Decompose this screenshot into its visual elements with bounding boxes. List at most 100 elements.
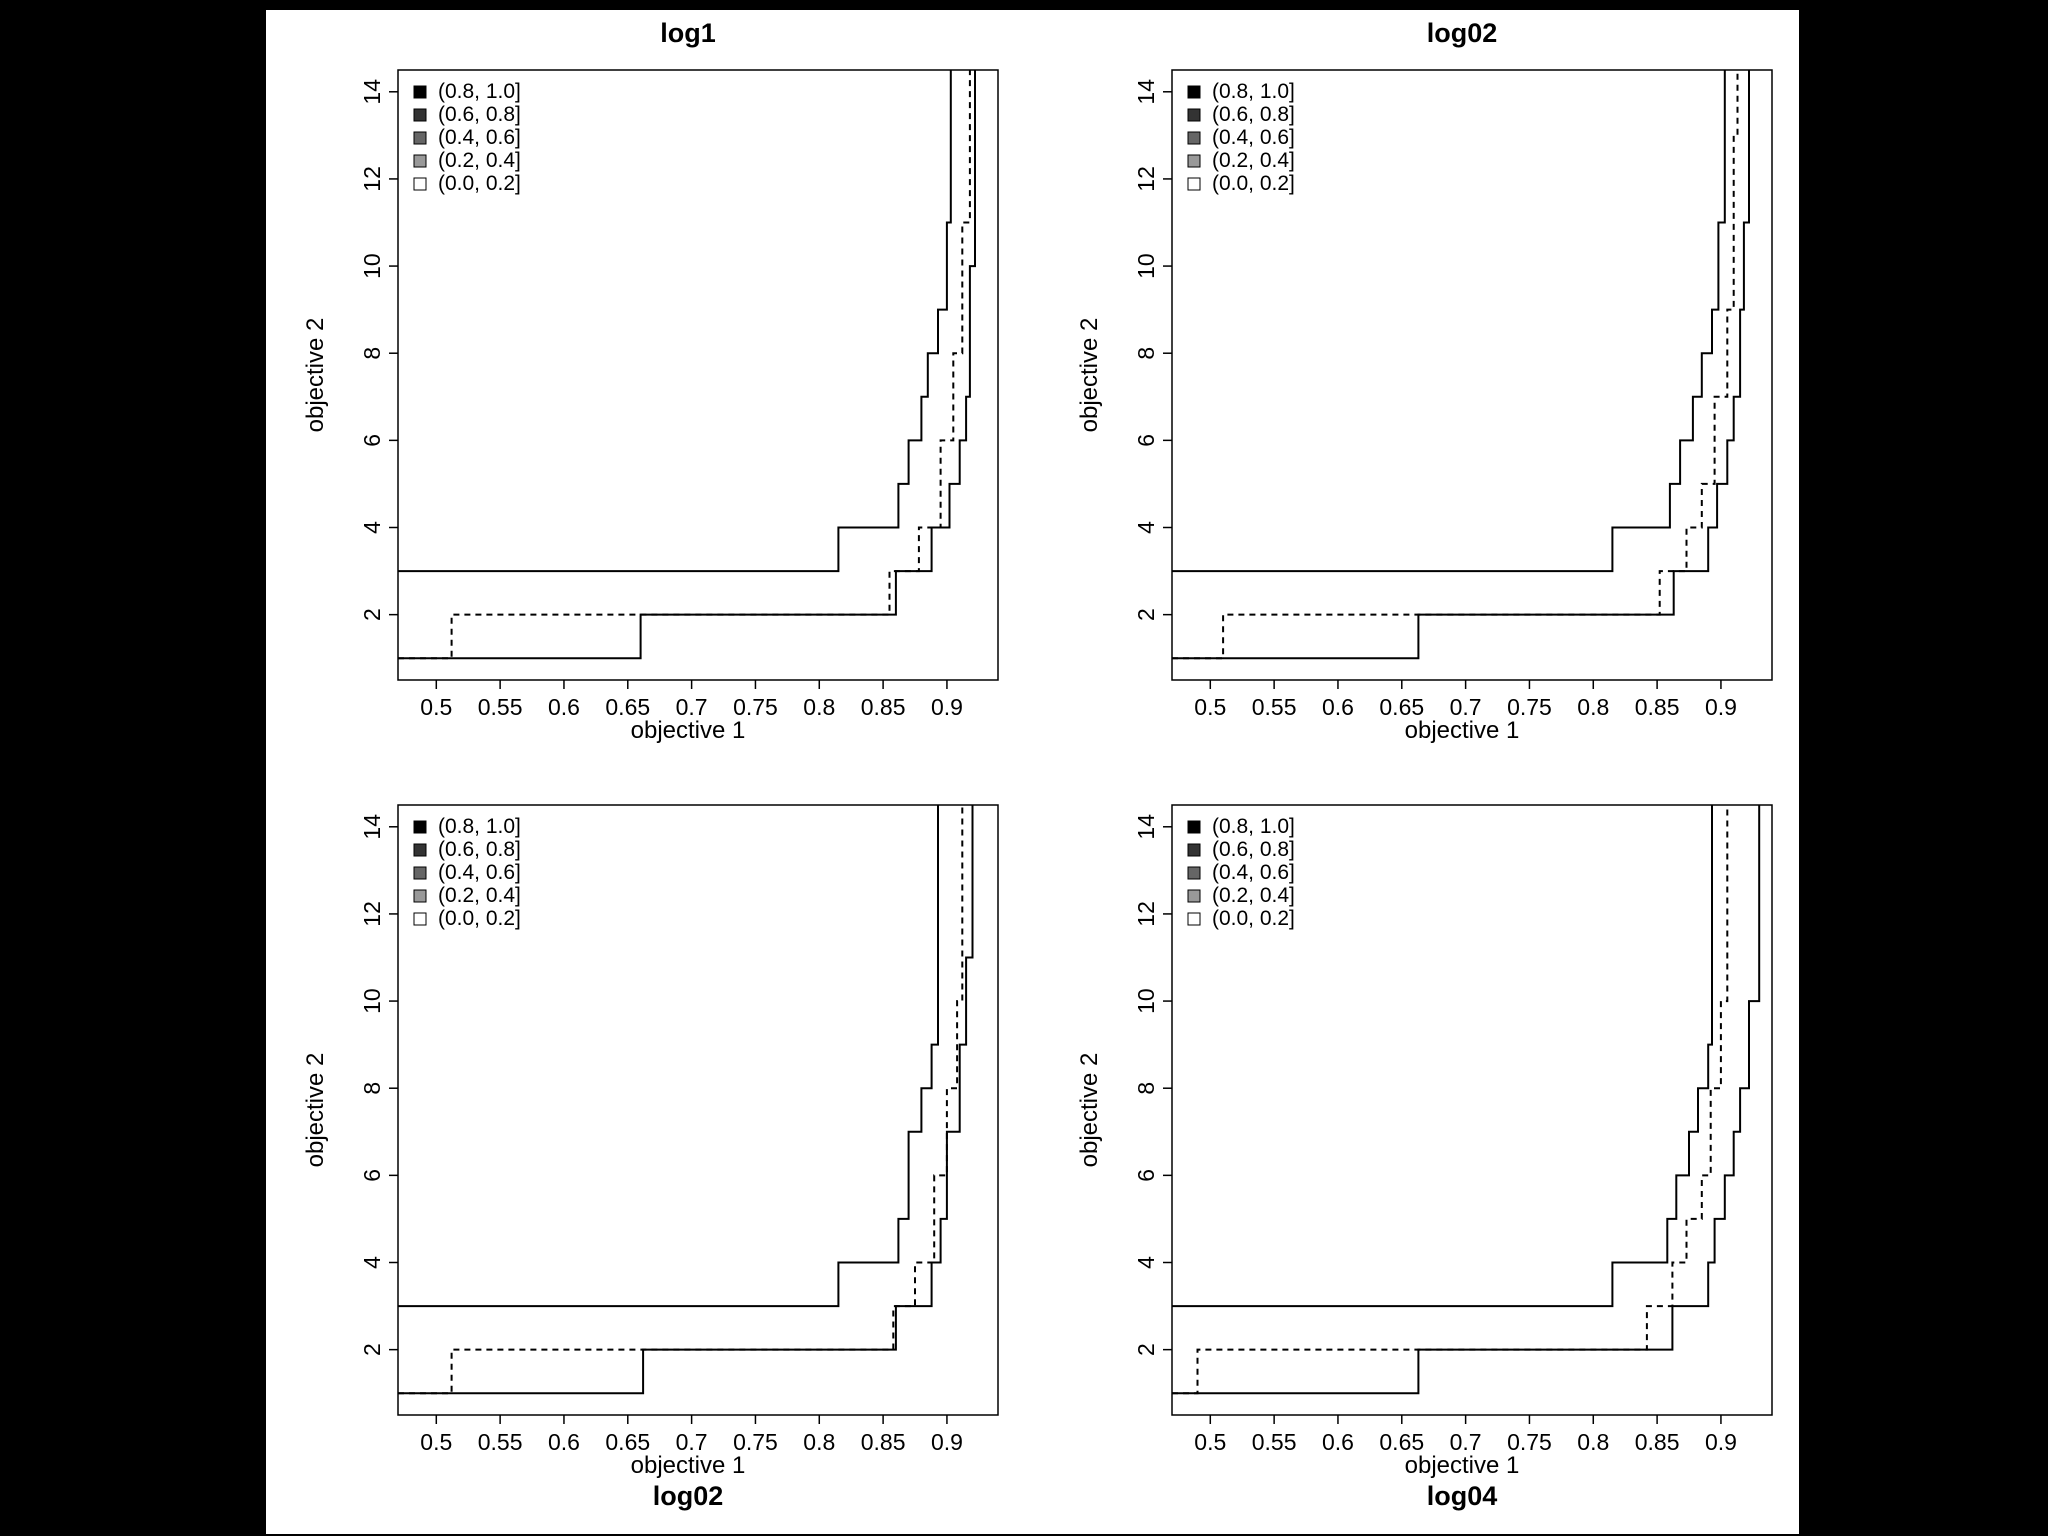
- x-tick-label: 0.65: [1379, 694, 1424, 720]
- x-tick-label: 0.8: [803, 694, 835, 720]
- legend-swatch: [413, 131, 427, 145]
- legend-label: (0.6, 0.8]: [1212, 103, 1295, 126]
- attainment-line-1: [398, 805, 974, 1395]
- legend-swatch: [413, 108, 427, 122]
- x-tick-label: 0.7: [676, 1429, 708, 1455]
- legend-label: (0.0, 0.2]: [1212, 907, 1295, 930]
- x-tick-label: 0.5: [1194, 1429, 1226, 1455]
- chart-panel-2: 0.5 0.55 0.6 0.65 0.7 0.75 0.8 0.85 0.9 2 4 6 8 10 12 1…: [1076, 18, 1773, 744]
- legend-swatch: [1187, 820, 1201, 834]
- legend-swatch: [413, 843, 427, 857]
- legend-swatch: [413, 85, 427, 99]
- legend-label: (0.2, 0.4]: [1212, 884, 1295, 907]
- attainment-line-2: [398, 805, 964, 1395]
- y-tick-label: 6: [1133, 434, 1159, 447]
- y-tick-label: 10: [359, 253, 385, 279]
- x-tick-label: 0.6: [1322, 1429, 1354, 1455]
- y-tick-label: 12: [359, 901, 385, 927]
- legend-swatch: [413, 820, 427, 834]
- legend-swatch: [413, 889, 427, 903]
- chart-grid: 0.5 0.55 0.6 0.65 0.7 0.75 0.8 0.85 0.9 2 4 6 8 10 12 1…: [302, 18, 1773, 1511]
- legend-swatch: [1187, 866, 1201, 880]
- y-tick-label: 6: [1133, 1169, 1159, 1182]
- legend-swatch: [1187, 154, 1201, 168]
- x-tick-label: 0.55: [478, 1429, 523, 1455]
- x-tick-label: 0.8: [1577, 1429, 1609, 1455]
- legend-swatch: [1187, 889, 1201, 903]
- legend-label: (0.8, 1.0]: [1212, 80, 1295, 103]
- legend-swatch: [413, 866, 427, 880]
- x-tick-label: 0.8: [1577, 694, 1609, 720]
- chart-panel-4: 0.5 0.55 0.6 0.65 0.7 0.75 0.8 0.85 0.9 2 4 6 8 10 12 1…: [1076, 804, 1773, 1511]
- legend-swatch: [413, 912, 427, 926]
- x-tick-label: 0.75: [733, 694, 778, 720]
- legend-label: (0.4, 0.6]: [438, 126, 521, 149]
- legend-label: (0.4, 0.6]: [438, 861, 521, 884]
- legend-label: (0.4, 0.6]: [1212, 126, 1295, 149]
- x-tick-label: 0.9: [1705, 1429, 1737, 1455]
- plot-frame: [1171, 69, 1773, 681]
- x-tick-label: 0.85: [861, 694, 906, 720]
- x-tick-label: 0.9: [931, 694, 963, 720]
- x-tick-label: 0.55: [478, 694, 523, 720]
- x-tick-label: 0.75: [733, 1429, 778, 1455]
- legend-label: (0.0, 0.2]: [1212, 172, 1295, 195]
- x-tick-label: 0.65: [605, 694, 650, 720]
- legend-swatch: [1187, 85, 1201, 99]
- attainment-line-2: [1172, 805, 1729, 1395]
- legend-label: (0.8, 1.0]: [438, 815, 521, 838]
- legend-label: (0.2, 0.4]: [438, 884, 521, 907]
- attainment-line-3: [398, 70, 952, 573]
- chart-panel-3: 0.5 0.55 0.6 0.65 0.7 0.75 0.8 0.85 0.9 2 4 6 8 10 12 1…: [302, 804, 999, 1511]
- x-tick-label: 0.65: [1379, 1429, 1424, 1455]
- y-tick-label: 8: [1133, 347, 1159, 360]
- y-tick-label: 2: [1133, 1343, 1159, 1356]
- y-tick-label: 12: [359, 166, 385, 192]
- y-tick-label: 14: [1133, 814, 1159, 840]
- x-axis-label: objective 1: [1405, 717, 1520, 744]
- legend-label: (0.2, 0.4]: [438, 149, 521, 172]
- chart-title: log04: [1427, 1481, 1498, 1511]
- x-tick-label: 0.7: [676, 694, 708, 720]
- attainment-line-3: [1172, 70, 1726, 573]
- attainment-line-1: [1172, 805, 1761, 1395]
- chart-panel-1: 0.5 0.55 0.6 0.65 0.7 0.75 0.8 0.85 0.9 2 4 6 8 10 12 1…: [302, 18, 999, 744]
- chart-title: log02: [653, 1481, 724, 1511]
- legend-label: (0.6, 0.8]: [438, 103, 521, 126]
- x-tick-label: 0.5: [420, 1429, 452, 1455]
- x-tick-label: 0.5: [420, 694, 452, 720]
- x-tick-label: 0.75: [1507, 694, 1552, 720]
- y-tick-label: 12: [1133, 901, 1159, 927]
- legend-label: (0.0, 0.2]: [438, 907, 521, 930]
- y-axis-label: objective 2: [1076, 318, 1103, 433]
- x-tick-label: 0.7: [1450, 694, 1482, 720]
- y-tick-label: 2: [1133, 608, 1159, 621]
- attainment-line-3: [398, 805, 939, 1308]
- y-axis-label: objective 2: [1076, 1053, 1103, 1168]
- plot-frame: [397, 804, 999, 1416]
- y-tick-label: 4: [359, 1256, 385, 1269]
- legend-swatch: [1187, 843, 1201, 857]
- y-tick-label: 14: [1133, 79, 1159, 105]
- x-axis-label: objective 1: [631, 717, 746, 744]
- legend-swatch: [413, 177, 427, 191]
- legend-swatch: [1187, 912, 1201, 926]
- legend-swatch: [413, 154, 427, 168]
- x-axis-label: objective 1: [631, 1452, 746, 1479]
- y-tick-label: 2: [359, 1343, 385, 1356]
- legend-swatch: [1187, 108, 1201, 122]
- y-tick-label: 6: [359, 1169, 385, 1182]
- x-tick-label: 0.65: [605, 1429, 650, 1455]
- x-tick-label: 0.6: [548, 694, 580, 720]
- x-axis-label: objective 1: [1405, 1452, 1520, 1479]
- y-axis-label: objective 2: [302, 1053, 329, 1168]
- legend-label: (0.6, 0.8]: [1212, 838, 1295, 861]
- y-tick-label: 4: [359, 521, 385, 534]
- attainment-line-2: [1172, 70, 1739, 660]
- chart-title: log02: [1427, 18, 1498, 48]
- y-tick-label: 12: [1133, 166, 1159, 192]
- x-tick-label: 0.85: [861, 1429, 906, 1455]
- y-tick-label: 10: [1133, 988, 1159, 1014]
- x-tick-label: 0.6: [548, 1429, 580, 1455]
- legend-swatch: [1187, 177, 1201, 191]
